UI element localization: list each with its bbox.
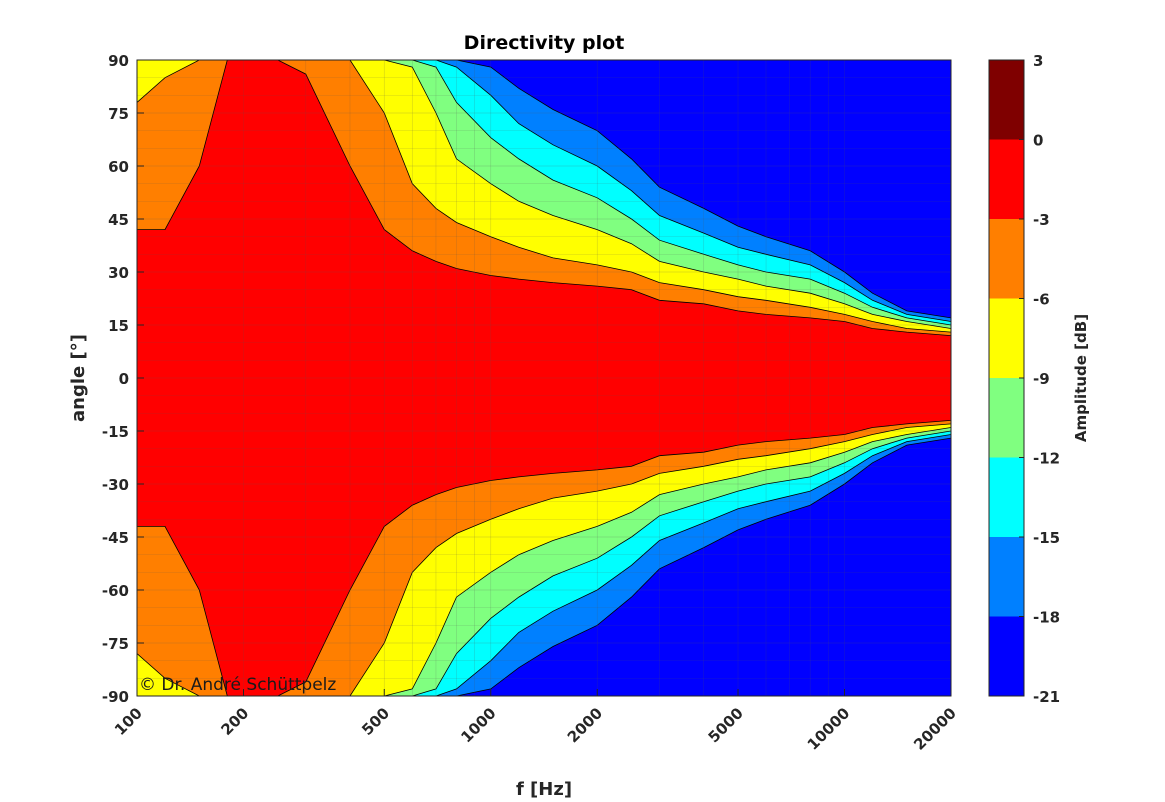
y-tick-label: -30: [102, 476, 129, 494]
y-tick-label: 0: [119, 370, 129, 388]
colorbar-segment: [989, 60, 1024, 140]
x-axis-label: f [Hz]: [516, 779, 572, 800]
y-tick-label: 15: [108, 317, 129, 335]
x-tick-label: 10000: [804, 704, 854, 754]
y-tick-label: 30: [108, 264, 129, 282]
x-tick-label: 500: [358, 704, 393, 739]
chart-title: Directivity plot: [464, 32, 625, 54]
x-tick-label: 5000: [705, 704, 747, 746]
x-tick-label: 20000: [910, 704, 960, 754]
colorbar: [988, 59, 1025, 697]
colorbar-tick-label: -15: [1033, 529, 1060, 547]
colorbar-tick-label: -18: [1033, 609, 1060, 627]
colorbar-tick-label: -12: [1033, 450, 1060, 468]
grid-lines: [137, 60, 951, 696]
colorbar-segment: [989, 139, 1024, 219]
y-tick-label: 90: [108, 52, 129, 70]
y-tick-label: -15: [102, 423, 129, 441]
colorbar-tick-label: -6: [1033, 291, 1050, 309]
colorbar-tick-label: -3: [1033, 211, 1050, 229]
y-tick-label: 45: [108, 211, 129, 229]
colorbar-segment: [989, 537, 1024, 617]
y-tick-label: -45: [102, 529, 129, 547]
y-tick-label: -60: [102, 582, 129, 600]
x-tick-label: 100: [111, 704, 146, 739]
colorbar-ticks: 3 0 -3 -6 -9 -12 -15 -18 -21: [1019, 52, 1060, 706]
colorbar-segment: [989, 298, 1024, 378]
contour-band--3db: [137, 60, 951, 696]
colorbar-tick-label: -9: [1033, 370, 1050, 388]
colorbar-segment: [989, 219, 1024, 299]
x-tick-label: 1000: [457, 704, 499, 746]
x-axis-ticks: 100 200 500 1000 2000 5000 10000 20000: [111, 689, 960, 754]
y-tick-label: 75: [108, 105, 129, 123]
contour-bands: [137, 60, 951, 696]
colorbar-segment: [989, 616, 1024, 696]
x-tick-label: 200: [217, 704, 252, 739]
y-tick-label: -75: [102, 635, 129, 653]
colorbar-segment: [989, 457, 1024, 537]
colorbar-tick-label: 0: [1033, 132, 1043, 150]
colorbar-segment: [989, 378, 1024, 458]
y-tick-label: 60: [108, 158, 129, 176]
x-tick-label: 2000: [564, 704, 606, 746]
y-tick-label: -90: [102, 688, 129, 706]
copyright-notice: © Dr. André Schüttpelz: [139, 675, 336, 695]
colorbar-tick-label: 3: [1033, 52, 1043, 70]
y-axis-ticks: 90 75 60 45 30 15 0 -15 -30 -45 -60 -75 -90: [102, 52, 144, 706]
y-axis-label: angle [°]: [68, 334, 89, 422]
colorbar-tick-label: -21: [1033, 688, 1060, 706]
plot-area: [137, 60, 951, 696]
colorbar-label: Amplitude [dB]: [1072, 314, 1090, 442]
